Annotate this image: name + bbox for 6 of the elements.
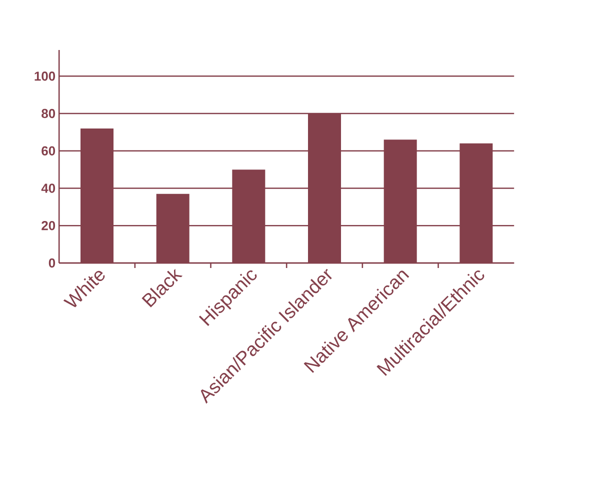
y-tick-label: 40 — [41, 184, 56, 193]
y-tick-label: 100 — [34, 72, 56, 81]
y-tick-label: 80 — [42, 108, 56, 118]
y-tick-label: 0 — [48, 258, 56, 268]
y-tick-label: 20 — [42, 221, 56, 230]
y-tick-label: 60 — [42, 146, 56, 156]
